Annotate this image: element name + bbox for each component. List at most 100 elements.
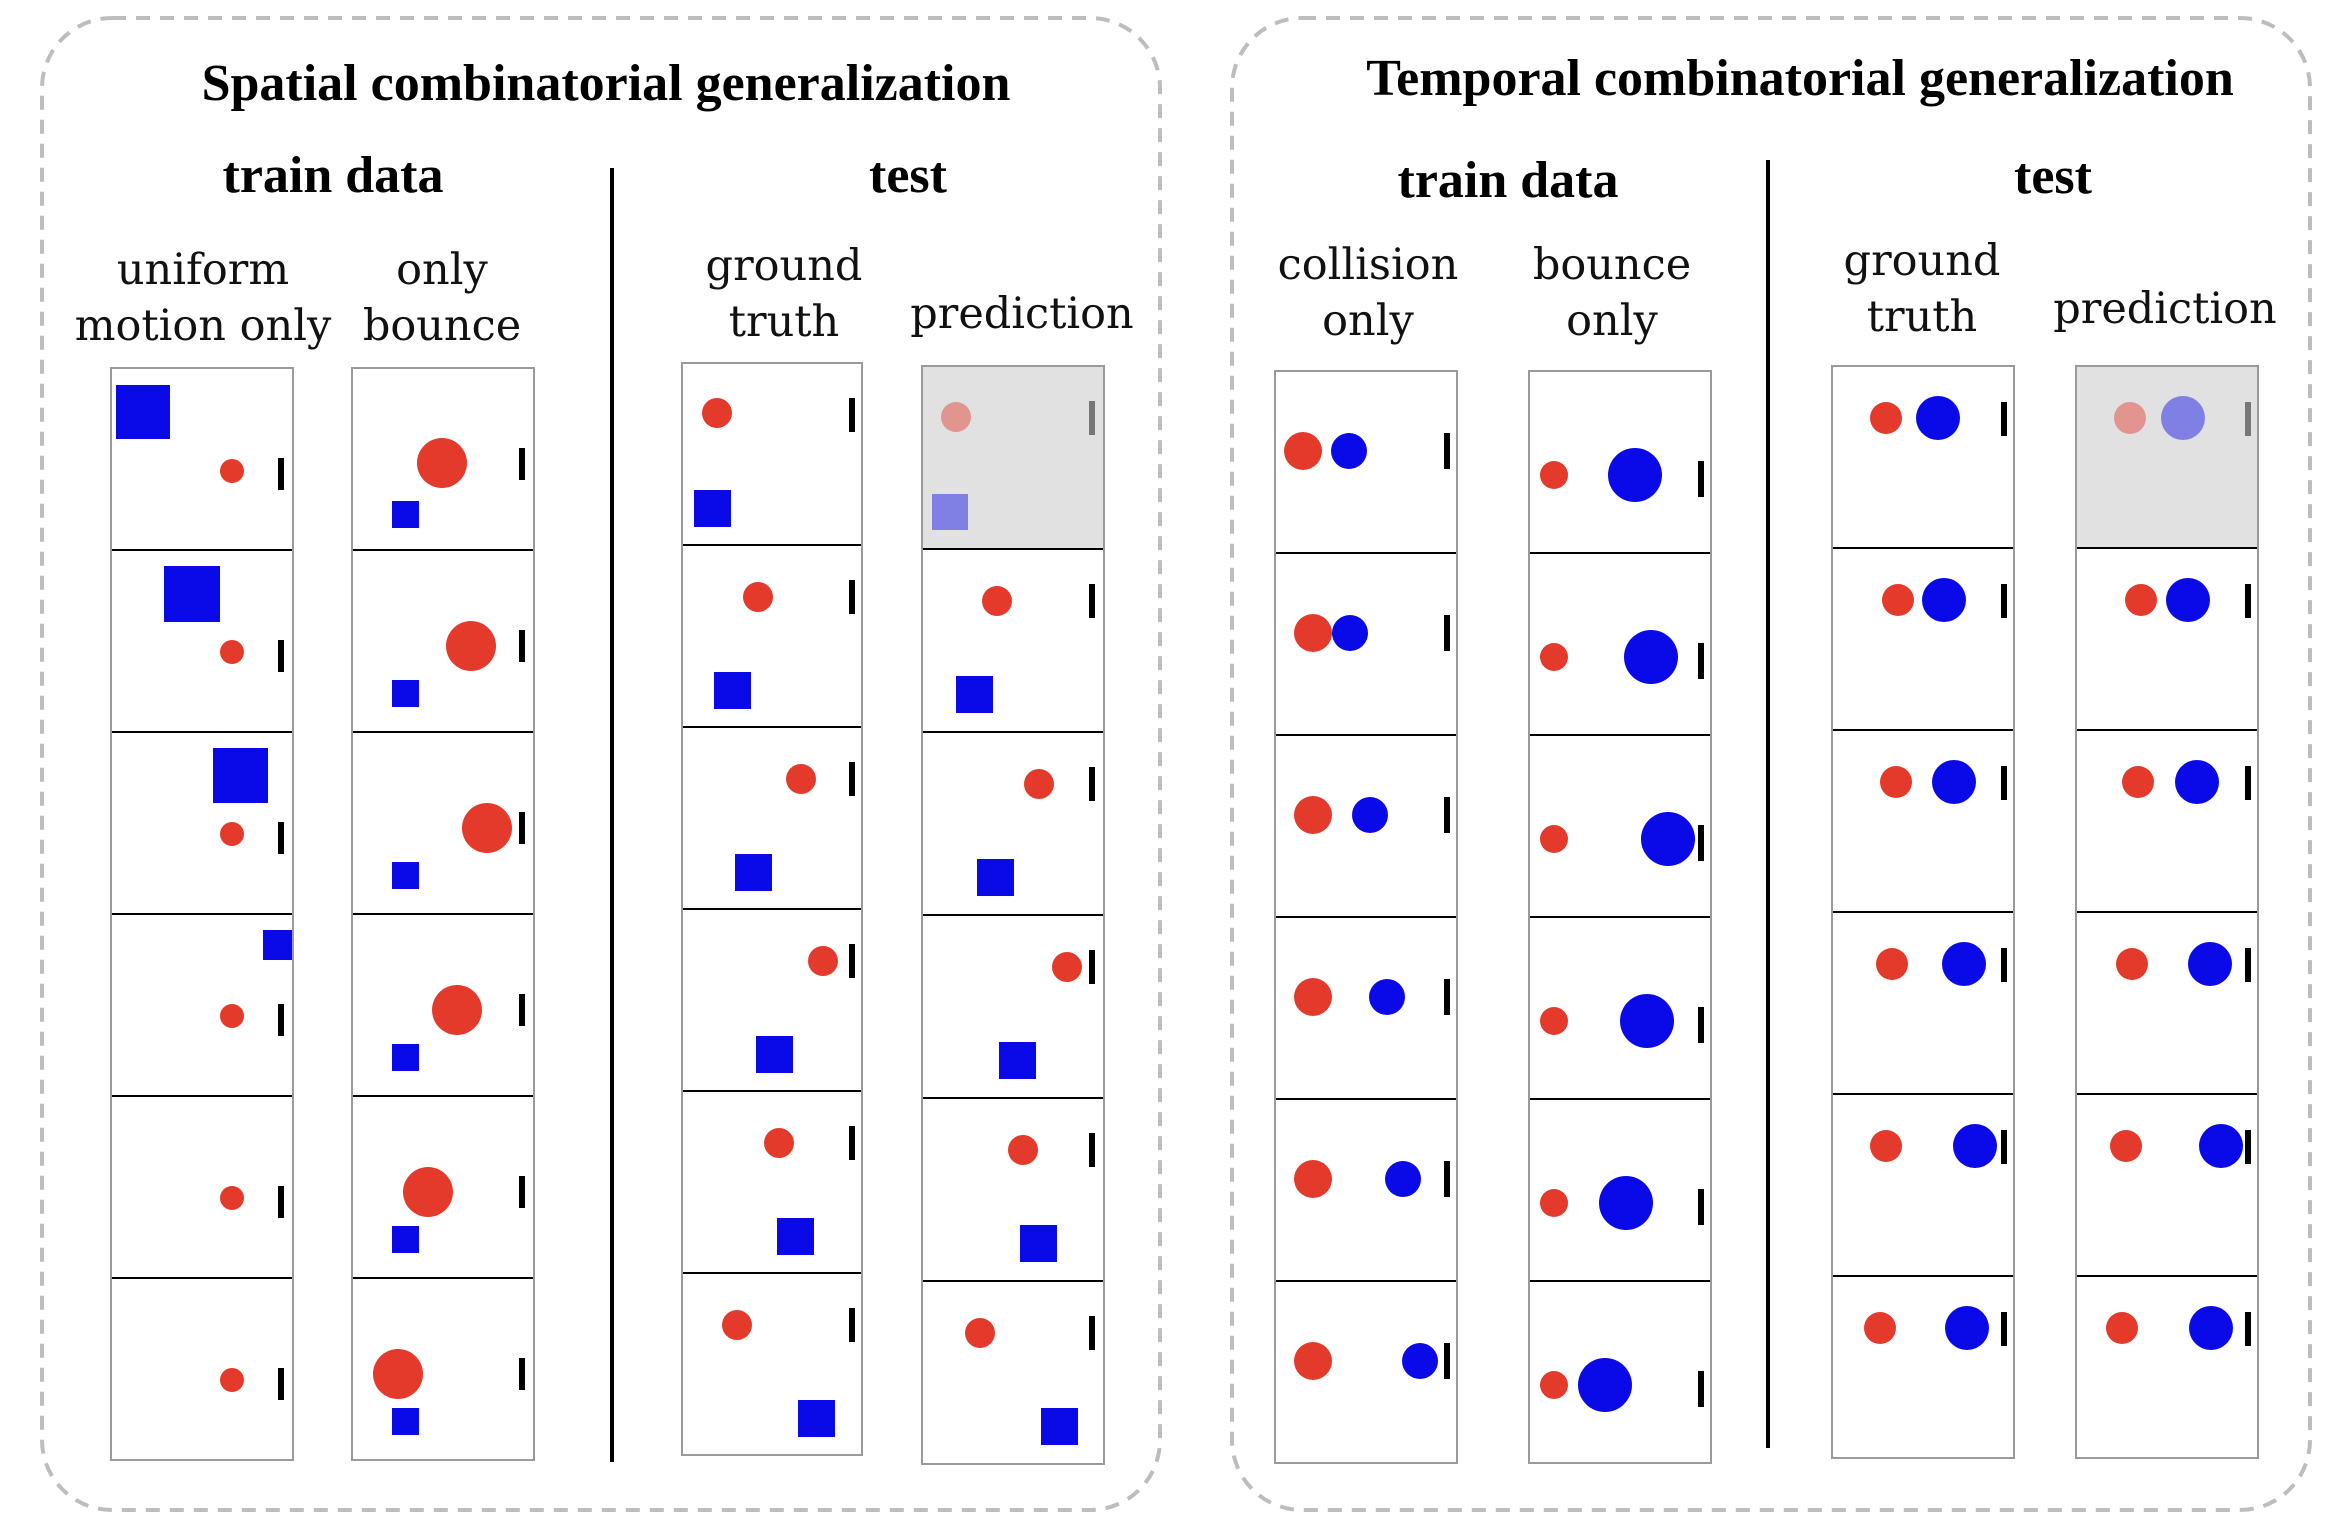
- column-label-bounce-only: bounce only: [1533, 240, 1691, 346]
- frame: [1831, 365, 2015, 549]
- frame: [1274, 916, 1458, 1100]
- blue-square: [756, 1036, 793, 1073]
- red-ball: [1882, 584, 1914, 616]
- blue-square: [1041, 1408, 1078, 1445]
- red-ball: [2125, 584, 2157, 616]
- red-ball: [1540, 461, 1568, 489]
- frame: [2075, 547, 2259, 731]
- frame: [1528, 1280, 1712, 1464]
- wall: [849, 1308, 855, 1342]
- frame-background: [111, 1096, 293, 1278]
- frame: [351, 549, 535, 733]
- blue-square: [392, 1226, 419, 1253]
- wall: [1444, 1343, 1450, 1379]
- red-ball: [1540, 643, 1568, 671]
- frame-background: [2076, 1094, 2258, 1276]
- frame: [921, 548, 1105, 733]
- red-ball: [982, 586, 1012, 616]
- blue-ball: [1922, 578, 1966, 622]
- filmstrip-temporal-prediction: [2075, 365, 2259, 1459]
- frame-background: [1832, 366, 2014, 548]
- frame: [2075, 365, 2259, 549]
- column-label-line2: truth: [729, 297, 840, 347]
- column-label-ground-truth: ground truth: [1844, 236, 2001, 342]
- wall: [2001, 1312, 2007, 1346]
- temporal-test-heading: test: [2014, 148, 2093, 205]
- column-label-prediction: prediction: [910, 289, 1134, 339]
- frame: [1274, 734, 1458, 918]
- wall: [1089, 584, 1095, 618]
- wall: [278, 640, 284, 672]
- frame: [2075, 1275, 2259, 1459]
- column-label-line1: ground: [1844, 236, 2001, 286]
- wall: [849, 580, 855, 614]
- frame: [110, 549, 294, 733]
- frame-background: [352, 550, 534, 732]
- wall: [519, 812, 525, 844]
- red-ball: [1876, 948, 1908, 980]
- frame-background: [1529, 917, 1711, 1099]
- column-label-collision-only: collision only: [1278, 240, 1459, 346]
- wall: [1698, 1371, 1704, 1407]
- spatial-test-heading: test: [869, 147, 948, 204]
- frame: [1528, 734, 1712, 918]
- wall: [278, 458, 284, 490]
- wall: [1089, 401, 1095, 435]
- red-ball: [1052, 952, 1082, 982]
- wall: [519, 1358, 525, 1390]
- frame-background: [1529, 553, 1711, 735]
- frame: [681, 908, 863, 1092]
- column-label-line1: bounce: [1533, 240, 1691, 290]
- frame-background: [1832, 912, 2014, 1094]
- blue-ball: [1352, 797, 1388, 833]
- blue-square: [392, 862, 419, 889]
- filmstrip-border: [351, 367, 535, 1461]
- blue-square: [932, 494, 968, 530]
- frame: [351, 731, 535, 915]
- column-label-ground-truth: ground truth: [706, 241, 863, 347]
- blue-square: [263, 930, 293, 960]
- red-ball: [1870, 402, 1902, 434]
- blue-square: [392, 680, 419, 707]
- red-ball: [702, 398, 732, 428]
- frame: [2075, 911, 2259, 1095]
- red-ball: [220, 459, 244, 483]
- red-ball: [220, 1004, 244, 1028]
- frame: [681, 1272, 863, 1456]
- wall: [2245, 1130, 2251, 1164]
- wall: [849, 398, 855, 432]
- blue-ball: [2188, 942, 2232, 986]
- red-ball: [1540, 1007, 1568, 1035]
- temporal-panel-frame: [1230, 16, 2312, 1512]
- frame-background: [922, 1098, 1104, 1281]
- frame: [110, 1277, 294, 1461]
- wall: [519, 994, 525, 1026]
- red-ball: [1540, 1189, 1568, 1217]
- blue-ball: [1945, 1306, 1989, 1350]
- spatial-train-heading: train data: [223, 147, 444, 204]
- frame: [1274, 552, 1458, 736]
- filmstrip-border: [1528, 370, 1712, 1464]
- blue-ball: [1331, 433, 1367, 469]
- blue-square: [213, 748, 268, 803]
- frame: [1528, 370, 1712, 554]
- wall: [1444, 615, 1450, 651]
- column-label-line2: motion only: [75, 301, 332, 351]
- red-ball: [1294, 796, 1332, 834]
- red-ball: [1294, 1160, 1332, 1198]
- frame: [110, 367, 294, 551]
- blue-square: [392, 1044, 419, 1071]
- column-label-line2: bounce: [363, 301, 521, 351]
- column-label-prediction: prediction: [2053, 284, 2277, 334]
- red-ball: [1870, 1130, 1902, 1162]
- filmstrip-border: [1831, 365, 2015, 1459]
- blue-ball: [1599, 1176, 1653, 1230]
- spatial-panel-title: Spatial combinatorial generalization: [202, 55, 1011, 112]
- red-ball: [2106, 1312, 2138, 1344]
- wall: [849, 762, 855, 796]
- frame-background: [2076, 912, 2258, 1094]
- blue-ball: [1369, 979, 1405, 1015]
- red-ball: [220, 640, 244, 664]
- filmstrips: [110, 362, 2259, 1465]
